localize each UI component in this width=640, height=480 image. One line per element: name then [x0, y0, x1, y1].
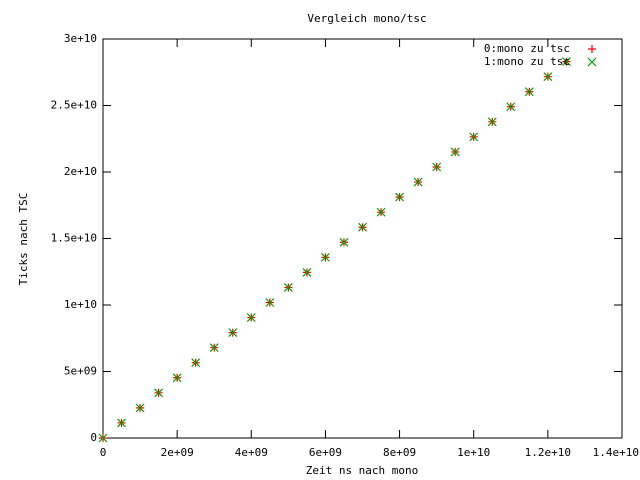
point — [321, 252, 330, 262]
y-tick-label: 5e+09 — [64, 365, 97, 378]
x-tick-label: 2e+09 — [161, 446, 194, 459]
point — [191, 358, 201, 368]
x-tick-label: 1e+10 — [457, 446, 490, 459]
point — [524, 87, 534, 97]
point — [246, 313, 256, 322]
point — [413, 177, 423, 187]
x-axis-label: Zeit ns nach mono — [306, 464, 419, 477]
point — [172, 373, 182, 383]
y-tick-label: 3e+10 — [64, 32, 97, 45]
legend-marker — [588, 45, 596, 53]
x-tick-label: 6e+09 — [309, 446, 342, 459]
point — [117, 418, 126, 428]
chart-title: Vergleich mono/tsc — [307, 12, 426, 25]
y-tick-label: 2e+10 — [64, 165, 97, 178]
point — [135, 403, 145, 413]
y-tick-label: 2.5e+10 — [51, 99, 97, 112]
point — [98, 433, 108, 443]
y-tick-label: 0 — [90, 431, 97, 444]
point — [358, 222, 367, 232]
point — [283, 283, 293, 292]
legend-label: 1:mono zu tsc — [484, 55, 570, 68]
point — [543, 72, 553, 82]
legend-marker — [587, 57, 597, 67]
y-tick-label: 1e+10 — [64, 298, 97, 311]
point — [339, 237, 349, 247]
point — [450, 147, 460, 157]
x-tick-label: 8e+09 — [383, 446, 416, 459]
point — [561, 57, 571, 67]
point — [432, 162, 442, 172]
point — [376, 207, 386, 217]
point — [395, 192, 404, 202]
point — [265, 298, 275, 307]
x-tick-label: 0 — [100, 446, 107, 459]
legend-label: 0:mono zu tsc — [484, 42, 570, 55]
point — [469, 132, 479, 142]
x-tick-label: 1.4e+10 — [593, 446, 639, 459]
point — [487, 117, 497, 127]
y-axis-label: Ticks nach TSC — [17, 193, 30, 286]
point — [506, 102, 516, 112]
x-tick-label: 4e+09 — [235, 446, 268, 459]
point — [228, 328, 238, 338]
point — [154, 388, 164, 398]
y-tick-label: 1.5e+10 — [51, 232, 97, 245]
x-tick-label: 1.2e+10 — [525, 446, 571, 459]
point — [209, 343, 219, 353]
point — [302, 267, 312, 277]
